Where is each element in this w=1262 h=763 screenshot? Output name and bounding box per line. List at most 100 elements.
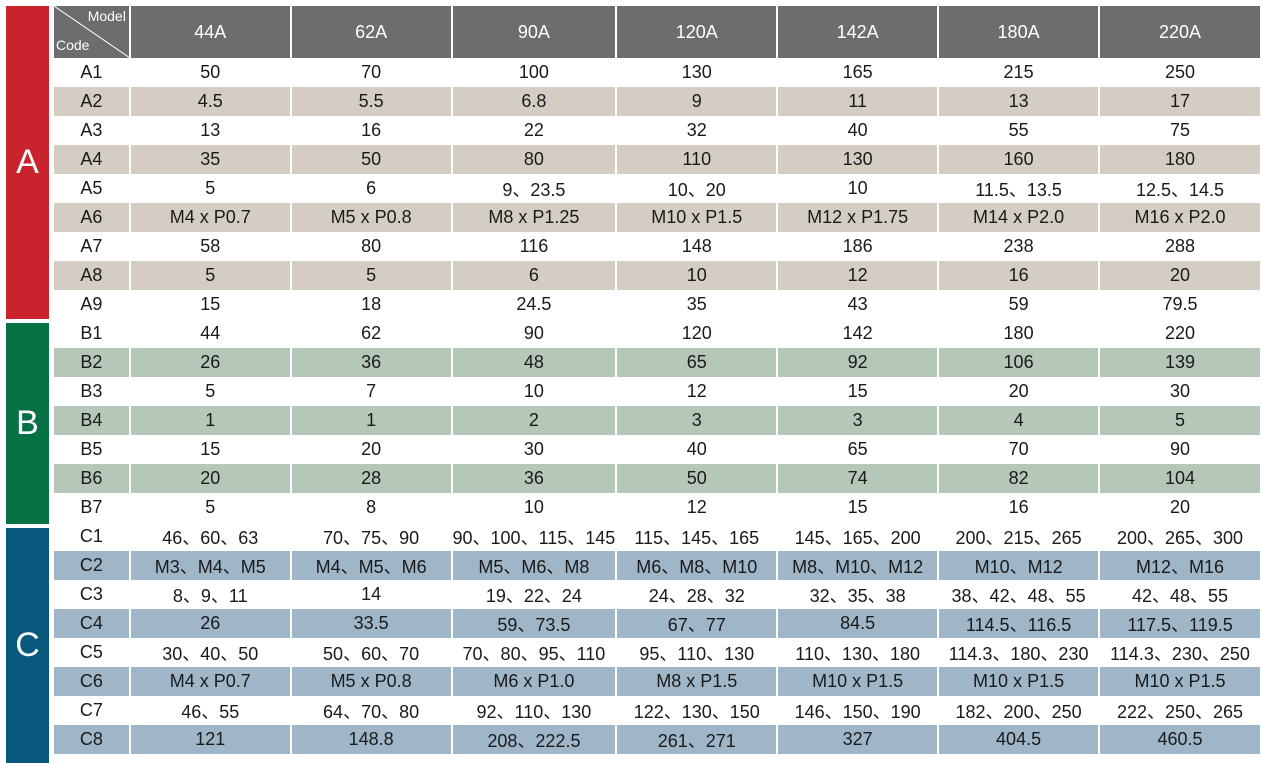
value-cell: 180 bbox=[1099, 145, 1262, 174]
value-cell: 74 bbox=[777, 464, 940, 493]
value-cell: 40 bbox=[616, 435, 779, 464]
value-cell: M12、M16 bbox=[1099, 551, 1262, 580]
value-cell: 8、9、11 bbox=[129, 580, 292, 609]
value-cell: 55 bbox=[938, 116, 1101, 145]
value-cell: 148.8 bbox=[290, 725, 453, 754]
table-row: C6 M4 x P0.7 M5 x P0.8 M6 x P1.0 M8 x P1.5 M1… bbox=[54, 667, 1262, 696]
value-cell: M3、M4、M5 bbox=[129, 551, 292, 580]
group-label-a: A bbox=[16, 143, 39, 181]
value-cell: 8 bbox=[290, 493, 453, 522]
table-row: A6 M4 x P0.7 M5 x P0.8 M8 x P1.25 M10 x P1.5… bbox=[54, 203, 1262, 232]
value-cell: 5 bbox=[290, 261, 453, 290]
value-cell: 100 bbox=[451, 58, 618, 87]
value-cell: 64、70、80 bbox=[290, 696, 453, 725]
table-row: A5 5 6 9、23.5 10、20 10 11.5、13.5 12.5、14.5 bbox=[54, 174, 1262, 203]
value-cell: 33.5 bbox=[290, 609, 453, 638]
value-cell: 18 bbox=[290, 290, 453, 319]
table-row: A7 58 80 116 148 186 238 288 bbox=[54, 232, 1262, 261]
value-cell: 13 bbox=[938, 87, 1101, 116]
value-cell: 7 bbox=[290, 377, 453, 406]
value-cell: 24.5 bbox=[451, 290, 618, 319]
table-row: C1 46、60、63 70、75、90 90、100、115、145 115、145、… bbox=[54, 522, 1262, 551]
row-code: A1 bbox=[54, 58, 131, 87]
model-header: 142A bbox=[777, 6, 940, 58]
row-code: A2 bbox=[54, 87, 131, 116]
value-cell: 24、28、32 bbox=[616, 580, 779, 609]
group-bar-a: A bbox=[6, 6, 49, 319]
value-cell: 222、250、265 bbox=[1099, 696, 1262, 725]
value-cell: 327 bbox=[777, 725, 940, 754]
value-cell: 79.5 bbox=[1099, 290, 1262, 319]
value-cell: 104 bbox=[1099, 464, 1262, 493]
row-code: B5 bbox=[54, 435, 131, 464]
value-cell: 70 bbox=[938, 435, 1101, 464]
row-code: C6 bbox=[54, 667, 131, 696]
value-cell: 28 bbox=[290, 464, 453, 493]
value-cell: 30 bbox=[1099, 377, 1262, 406]
group-label-c: C bbox=[15, 626, 40, 664]
value-cell: 220 bbox=[1099, 319, 1262, 348]
row-code: C7 bbox=[54, 696, 131, 725]
value-cell: 70、80、95、110 bbox=[451, 638, 618, 667]
table-row: A4 35 50 80 110 130 160 180 bbox=[54, 145, 1262, 174]
value-cell: 92、110、130 bbox=[451, 696, 618, 725]
value-cell: M10 x P1.5 bbox=[938, 667, 1101, 696]
value-cell: M10 x P1.5 bbox=[777, 667, 940, 696]
header-row: Model Code 44A 62A 90A 120A 142A 180A 22… bbox=[54, 6, 1262, 58]
value-cell: 59 bbox=[938, 290, 1101, 319]
table-row: A9 15 18 24.5 35 43 59 79.5 bbox=[54, 290, 1262, 319]
value-cell: 48 bbox=[451, 348, 618, 377]
table-row: C3 8、9、11 14 19、22、24 24、28、32 32、35、38 38、42、… bbox=[54, 580, 1262, 609]
value-cell: 9、23.5 bbox=[451, 174, 618, 203]
value-cell: 261、271 bbox=[616, 725, 779, 754]
value-cell: 10、20 bbox=[616, 174, 779, 203]
table-row: C8 121 148.8 208、222.5 261、271 327 404.5 460.5 bbox=[54, 725, 1262, 754]
value-cell: 106 bbox=[938, 348, 1101, 377]
value-cell: M12 x P1.75 bbox=[777, 203, 940, 232]
value-cell: M16 x P2.0 bbox=[1099, 203, 1262, 232]
value-cell: 165 bbox=[777, 58, 940, 87]
value-cell: 35 bbox=[129, 145, 292, 174]
value-cell: 12 bbox=[616, 493, 779, 522]
value-cell: M8、M10、M12 bbox=[777, 551, 940, 580]
value-cell: 122、130、150 bbox=[616, 696, 779, 725]
value-cell: 114.3、230、250 bbox=[1099, 638, 1262, 667]
value-cell: 117.5、119.5 bbox=[1099, 609, 1262, 638]
value-cell: 114.3、180、230 bbox=[938, 638, 1101, 667]
table-row: C4 26 33.5 59、73.5 67、77 84.5 114.5、116.5 117.5… bbox=[54, 609, 1262, 638]
value-cell: 38、42、48、55 bbox=[938, 580, 1101, 609]
row-code: B6 bbox=[54, 464, 131, 493]
value-cell: 11 bbox=[777, 87, 940, 116]
value-cell: 44 bbox=[129, 319, 292, 348]
value-cell: 15 bbox=[129, 290, 292, 319]
value-cell: 70、75、90 bbox=[290, 522, 453, 551]
value-cell: M4 x P0.7 bbox=[129, 667, 292, 696]
table-row: A1 50 70 100 130 165 215 250 bbox=[54, 58, 1262, 87]
value-cell: 15 bbox=[777, 377, 940, 406]
row-code: C4 bbox=[54, 609, 131, 638]
table-row: B7 5 8 10 12 15 16 20 bbox=[54, 493, 1262, 522]
value-cell: 6 bbox=[290, 174, 453, 203]
table-row: C2 M3、M4、M5 M4、M5、M6 M5、M6、M8 M6、M8、M10 M8、M1… bbox=[54, 551, 1262, 580]
value-cell: 42、48、55 bbox=[1099, 580, 1262, 609]
header-corner-cell: Model Code bbox=[54, 6, 131, 58]
value-cell: 4 bbox=[938, 406, 1101, 435]
row-code: B1 bbox=[54, 319, 131, 348]
value-cell: 200、215、265 bbox=[938, 522, 1101, 551]
value-cell: 3 bbox=[777, 406, 940, 435]
value-cell: 32 bbox=[616, 116, 779, 145]
row-code: C2 bbox=[54, 551, 131, 580]
table-row: B3 5 7 10 12 15 20 30 bbox=[54, 377, 1262, 406]
value-cell: M8 x P1.25 bbox=[451, 203, 618, 232]
value-cell: 35 bbox=[616, 290, 779, 319]
value-cell: 9 bbox=[616, 87, 779, 116]
value-cell: 5 bbox=[129, 174, 292, 203]
table-row: B4 1 1 2 3 3 4 5 bbox=[54, 406, 1262, 435]
value-cell: 16 bbox=[290, 116, 453, 145]
value-cell: 30、40、50 bbox=[129, 638, 292, 667]
table-row: C5 30、40、50 50、60、70 70、80、95、110 95、110、130… bbox=[54, 638, 1262, 667]
value-cell: 115、145、165 bbox=[616, 522, 779, 551]
value-cell: 5 bbox=[1099, 406, 1262, 435]
value-cell: 460.5 bbox=[1099, 725, 1262, 754]
value-cell: 16 bbox=[938, 493, 1101, 522]
